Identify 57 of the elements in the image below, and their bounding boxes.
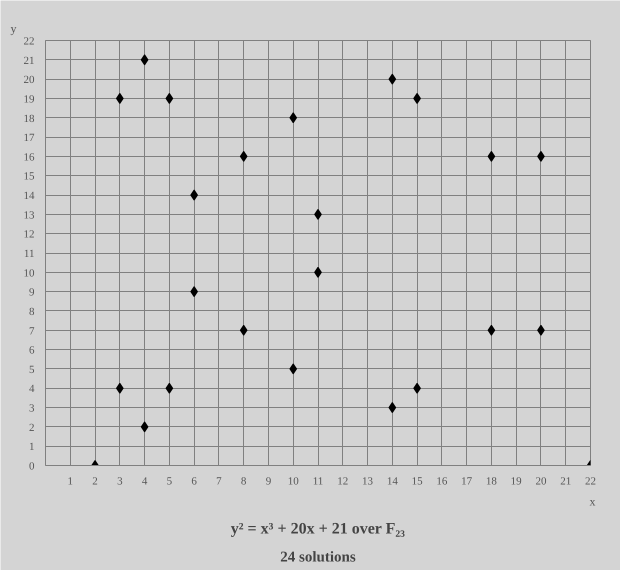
point — [289, 363, 298, 374]
y-tick-label: 2 — [29, 422, 34, 434]
x-tick-label: 5 — [166, 476, 173, 488]
y-tick-label: 6 — [29, 344, 35, 357]
x-tick-label: 17 — [461, 476, 473, 488]
x-axis-title: x — [590, 494, 596, 508]
y-tick-label: 20 — [24, 74, 35, 86]
x-tick-label: 6 — [191, 476, 198, 488]
x-tick-label: 8 — [240, 476, 247, 488]
x-tick-label: 16 — [436, 476, 448, 488]
x-tick-label: 22 — [585, 476, 596, 488]
y-tick-label: 19 — [24, 93, 35, 106]
x-tick-label: 9 — [266, 476, 272, 488]
text: y² = x³ + 20x + 21 over F₂₃ — [230, 520, 406, 538]
y-tick-label: 18 — [24, 112, 35, 125]
y-tick-label: 7 — [29, 325, 35, 338]
x-tick-label: 12 — [337, 476, 348, 488]
x-tick-label: 4 — [142, 476, 148, 488]
x-tick-label: 13 — [362, 476, 374, 488]
point — [116, 92, 124, 104]
y-tick-label: 10 — [24, 267, 35, 280]
point — [388, 74, 396, 85]
x-tick-label: 18 — [486, 476, 498, 488]
text: 24 solutions — [280, 550, 356, 566]
x-tick-label: 10 — [288, 476, 300, 488]
x-tick-label: 11 — [312, 476, 324, 488]
x-tick-label: 1 — [68, 476, 74, 488]
y-tick-label: 1 — [29, 441, 34, 454]
x-tick-label: 19 — [510, 476, 522, 488]
y-tick-label: 8 — [29, 306, 35, 318]
y-tick-label: 13 — [24, 209, 35, 222]
y-tick-label: 15 — [24, 170, 35, 183]
y-axis-title: y — [10, 22, 16, 36]
point — [289, 112, 298, 124]
y-tick-label: 11 — [24, 248, 34, 260]
y-tick-label: 14 — [24, 190, 35, 202]
y-tick-label: 21 — [24, 54, 34, 67]
y-tick-label: 12 — [24, 228, 34, 241]
x-tick-label: 14 — [386, 476, 398, 488]
y-tick-label: 5 — [29, 364, 35, 376]
x-tick-label: 3 — [117, 476, 124, 488]
y-tick-label: 4 — [29, 383, 35, 396]
y-tick-label: 0 — [29, 460, 35, 472]
x-tick-label: 21 — [560, 476, 572, 488]
x-tick-label: 2 — [92, 476, 98, 488]
point — [240, 150, 248, 162]
y-tick-label: 17 — [24, 132, 35, 144]
point — [388, 402, 396, 414]
x-tick-label: 15 — [412, 476, 424, 488]
y-tick-label: 16 — [24, 151, 35, 164]
y-tick-label: 3 — [29, 402, 35, 415]
point — [116, 382, 124, 394]
point — [240, 324, 248, 336]
x-tick-label: 20 — [535, 476, 547, 488]
y-tick-label: 9 — [29, 286, 35, 299]
x-tick-label: 7 — [216, 476, 222, 488]
y-tick-label: 22 — [24, 36, 34, 48]
